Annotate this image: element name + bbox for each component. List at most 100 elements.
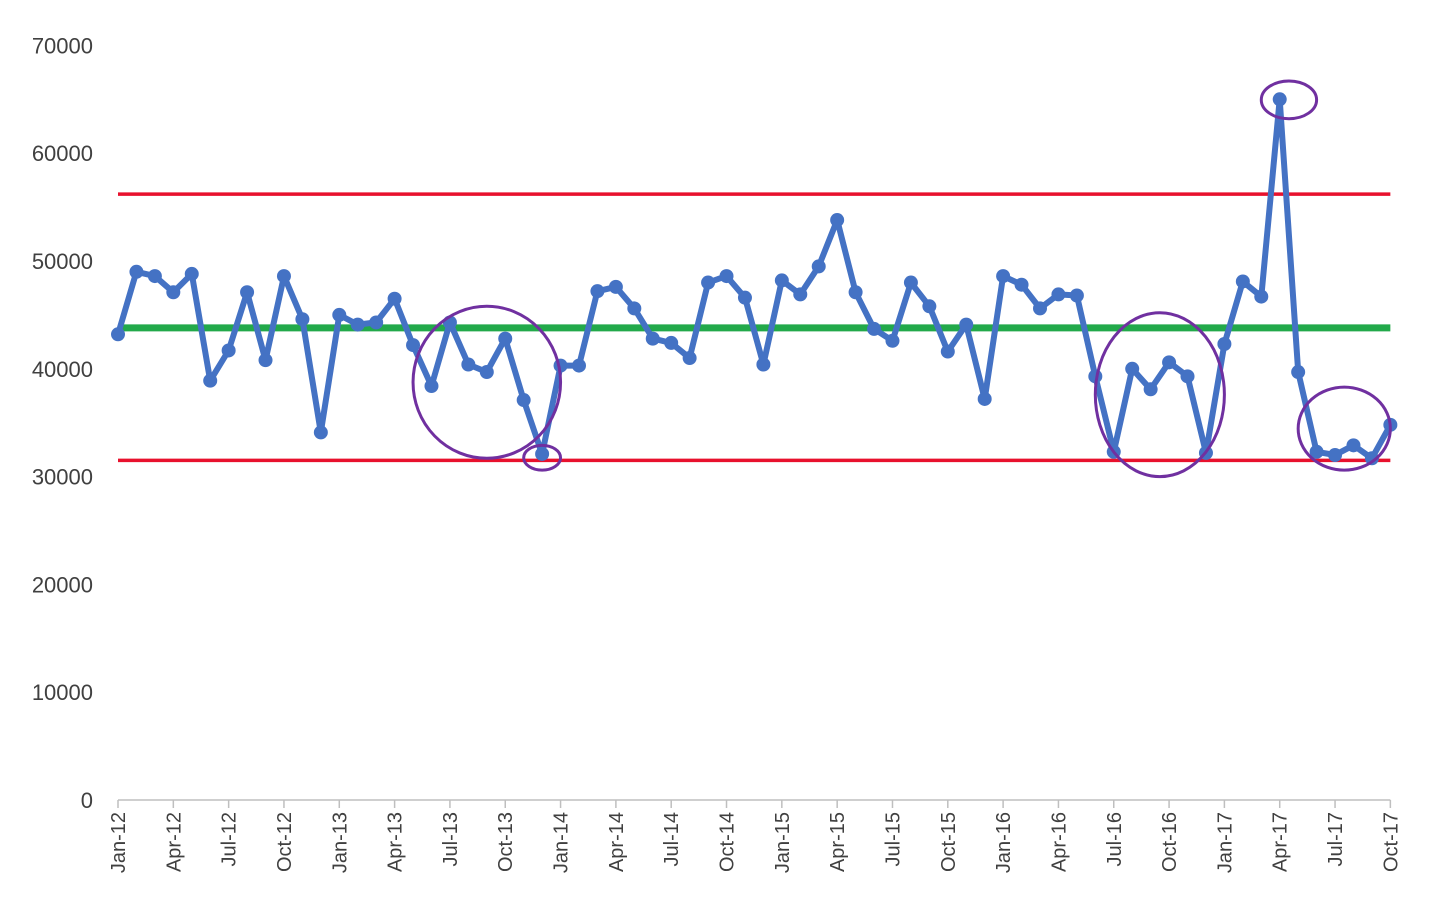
data-point	[295, 312, 310, 327]
y-tick-label: 30000	[32, 465, 93, 490]
x-tick-label: Apr-13	[385, 812, 407, 872]
data-point	[793, 287, 808, 302]
annotation-ellipse	[1093, 311, 1226, 479]
data-point	[590, 284, 605, 299]
x-tick-label: Oct-16	[1159, 812, 1181, 872]
data-point	[111, 327, 125, 342]
data-point	[701, 275, 716, 290]
data-series	[111, 92, 1398, 466]
y-tick-label: 50000	[32, 249, 93, 274]
data-point	[1235, 274, 1250, 289]
data-point	[940, 344, 955, 359]
data-point	[867, 321, 882, 336]
annotation-ellipse	[1296, 385, 1392, 472]
data-point	[811, 259, 826, 274]
data-point	[1051, 287, 1066, 302]
x-tick-label: Apr-15	[827, 812, 849, 872]
data-point	[830, 213, 845, 228]
data-point	[1272, 92, 1287, 107]
x-tick-label: Oct-15	[938, 812, 960, 872]
data-point	[1033, 301, 1047, 316]
series-line	[115, 96, 1394, 462]
data-point	[903, 275, 918, 290]
data-point	[572, 358, 586, 373]
data-point	[1328, 448, 1343, 463]
x-tick-label: Apr-12	[163, 812, 185, 872]
y-tick-label: 20000	[32, 572, 93, 597]
data-point	[627, 301, 642, 316]
x-tick-label: Jul-16	[1104, 812, 1126, 866]
data-point	[332, 307, 347, 322]
data-point	[461, 357, 476, 372]
data-point	[166, 285, 181, 300]
data-point	[240, 285, 255, 300]
data-point	[608, 279, 623, 294]
data-point	[848, 285, 863, 300]
data-point	[406, 338, 421, 353]
data-point	[1291, 365, 1306, 380]
x-tick-label: Oct-14	[717, 812, 739, 872]
x-tick-label: Apr-16	[1048, 812, 1070, 872]
x-tick-label: Oct-12	[274, 812, 296, 872]
data-point	[737, 290, 752, 305]
x-tick-label: Jan-12	[108, 812, 130, 873]
data-point	[885, 333, 900, 348]
annotation-ellipse	[522, 443, 563, 472]
data-point	[184, 266, 199, 281]
data-point	[959, 317, 974, 332]
x-tick-label: Oct-17	[1380, 812, 1402, 872]
data-point	[203, 373, 218, 388]
data-point	[682, 351, 697, 366]
data-point	[1309, 444, 1324, 459]
data-point	[774, 273, 789, 288]
y-tick-label: 0	[81, 788, 93, 813]
x-tick-label: Jul-15	[882, 812, 904, 866]
x-tick-label: Jul-14	[661, 812, 683, 866]
data-point	[1014, 277, 1029, 292]
data-point	[1180, 369, 1195, 384]
x-tick-label: Jul-12	[219, 812, 241, 866]
x-tick-label: Jan-15	[772, 812, 794, 873]
data-point	[221, 343, 236, 358]
data-point	[1364, 451, 1379, 466]
x-tick-label: Apr-14	[606, 812, 628, 872]
y-tick-label: 10000	[32, 680, 93, 705]
data-point	[424, 379, 439, 394]
data-point	[535, 446, 550, 461]
data-point	[996, 269, 1011, 284]
data-point	[922, 299, 937, 314]
data-point	[1254, 289, 1269, 304]
x-tick-label: Apr-17	[1270, 812, 1292, 872]
data-point	[258, 353, 273, 368]
axes: Jan-12 Apr-12 Jul-12 Oct-12 Jan-13 Apr-13 Jul-…	[32, 33, 1403, 873]
y-tick-label: 70000	[32, 33, 93, 58]
data-point	[1162, 355, 1177, 370]
x-tick-label: Jan-13	[329, 812, 351, 873]
data-point	[129, 264, 144, 279]
x-tick-label: Oct-13	[495, 812, 517, 872]
x-tick-label: Jul-17	[1325, 812, 1347, 866]
data-point	[387, 291, 402, 306]
data-point	[369, 315, 384, 330]
annotations	[411, 79, 1392, 479]
data-point	[977, 391, 992, 406]
data-point	[276, 269, 291, 284]
data-point	[498, 331, 513, 346]
data-point	[719, 269, 734, 284]
x-tick-label: Jan-16	[993, 812, 1015, 873]
data-point	[1125, 361, 1140, 376]
data-point	[756, 357, 771, 372]
data-point	[1217, 337, 1232, 352]
data-point	[516, 393, 531, 408]
data-point	[645, 331, 660, 346]
annotation-ellipse	[1259, 79, 1319, 121]
x-tick-label: Jan-17	[1214, 812, 1236, 873]
data-point	[1143, 382, 1158, 397]
y-tick-label: 40000	[32, 357, 93, 382]
data-point	[479, 365, 494, 380]
y-tick-label: 60000	[32, 141, 93, 166]
x-tick-label: Jul-13	[440, 812, 462, 866]
data-point	[1346, 438, 1361, 453]
data-point	[147, 269, 162, 284]
